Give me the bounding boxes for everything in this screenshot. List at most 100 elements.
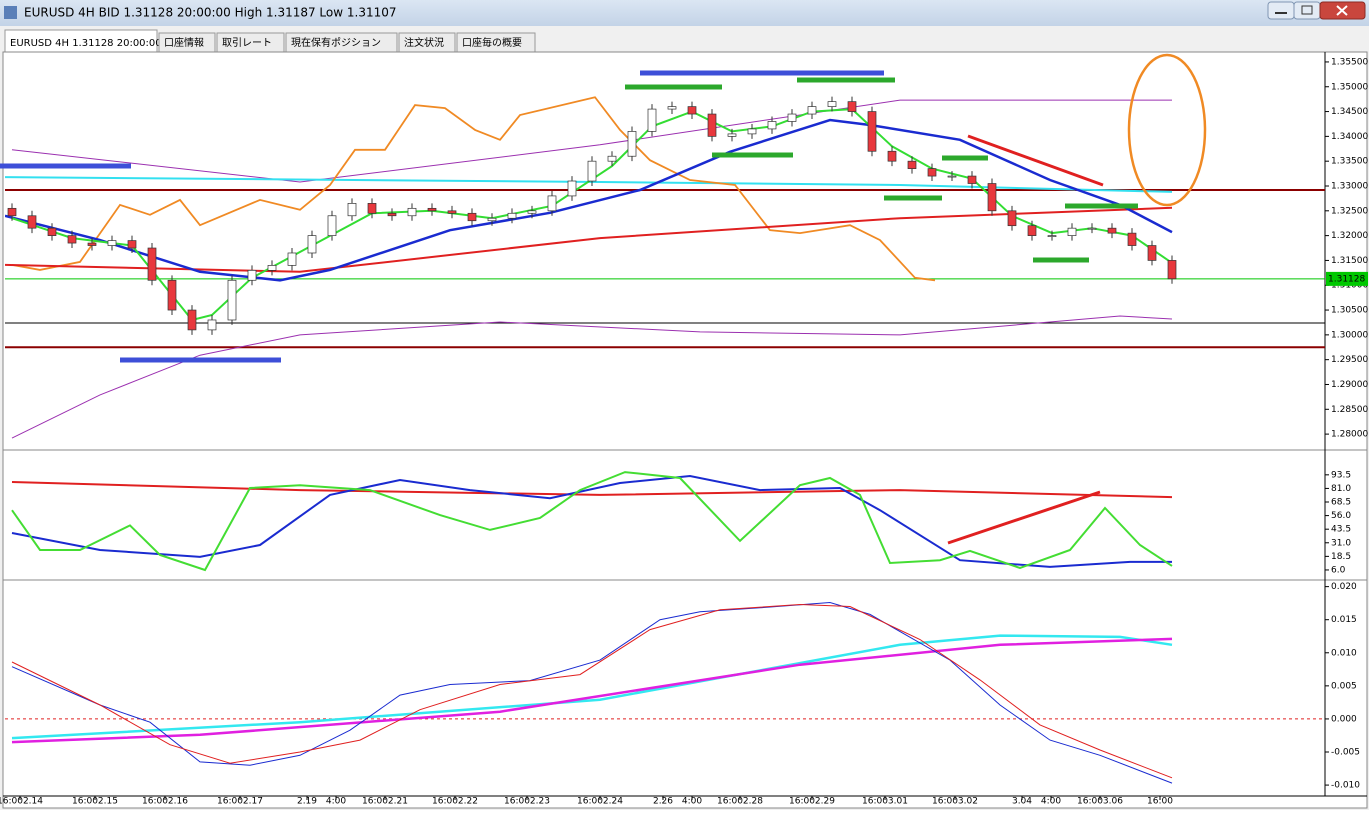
x-tick-label: 16:002.21 [362, 797, 408, 807]
x-tick-label: 4:00 [1041, 797, 1061, 807]
drawn-trendline [967, 134, 1104, 187]
y-tick-label: 93.5 [1331, 470, 1351, 480]
restore-button[interactable] [1293, 1, 1321, 20]
price-tag-label: 1.31128 [1328, 274, 1365, 284]
tab-label: 取引レート [222, 37, 272, 49]
candle-body [987, 183, 997, 212]
x-tick-label: 16:002.28 [717, 797, 763, 807]
candle-body [67, 235, 77, 244]
axes: 1.35500 1.35000 1.34500 1.34000 1.33500 1.330… [0, 57, 1368, 806]
candle-body [847, 101, 857, 112]
y-tick-label: 1.35000 [1331, 82, 1368, 92]
y-tick-label: 1.30500 [1331, 306, 1368, 316]
x-tick-label: 16:002.23 [504, 797, 550, 807]
candle-body [807, 106, 817, 115]
title-bar [0, 0, 1369, 26]
close-icon [1336, 5, 1348, 16]
candle-body [907, 160, 917, 169]
candle-body [147, 247, 157, 281]
y-tick-label: 0.015 [1331, 615, 1357, 625]
candle-body [1027, 225, 1037, 236]
x-tick-label: 2.26 [653, 797, 673, 807]
indicator-line [5, 206, 1173, 273]
candle-body [187, 309, 197, 331]
candle-body [827, 101, 837, 107]
candle-body [47, 227, 57, 236]
y-tick-label: 18.5 [1331, 552, 1351, 562]
y-tick-label: 1.28000 [1331, 430, 1368, 440]
indicator-line [11, 637, 1173, 744]
macd-pane [5, 601, 1325, 784]
candle-body [867, 111, 877, 152]
y-tick-label: 1.28500 [1331, 405, 1368, 415]
y-tick-label: 6.0 [1331, 565, 1346, 575]
candle-body [707, 113, 717, 137]
tab-label: 口座毎の概要 [462, 36, 522, 49]
candle-body [7, 207, 17, 217]
candle-body [267, 265, 277, 271]
candle-body [487, 217, 497, 222]
candle-body [227, 279, 237, 321]
candle-body [407, 207, 417, 217]
candle-body [327, 215, 337, 236]
y-tick-label: -0.010 [1331, 781, 1360, 791]
candle-body [207, 319, 217, 331]
candle-body [167, 279, 177, 311]
indicator-line [11, 315, 1173, 439]
y-tick-label: 1.32500 [1331, 206, 1368, 216]
candle-body [1147, 245, 1157, 261]
candle-body [767, 121, 777, 130]
x-tick-label: 16:002.16 [142, 797, 188, 807]
minimize-button[interactable] [1267, 1, 1295, 20]
drawn-trendline [947, 490, 1101, 545]
candle-body [467, 212, 477, 222]
y-tick-label: 43.5 [1331, 525, 1351, 535]
candle-body [1007, 210, 1017, 227]
indicator-line [11, 471, 1173, 572]
x-tick-label: 16:002.22 [432, 797, 478, 807]
indicator-line [11, 96, 936, 282]
x-tick-label: 16:002.17 [217, 797, 263, 807]
candle-body [947, 175, 957, 178]
x-tick-label: 16:003.06 [1077, 797, 1123, 807]
y-tick-label: 1.35500 [1331, 57, 1368, 67]
candle-body [927, 168, 937, 177]
restore-icon [1301, 5, 1313, 15]
window-controls [1267, 1, 1366, 20]
candle-body [507, 212, 517, 219]
y-tick-label: 56.0 [1331, 511, 1351, 521]
stochastic-pane [11, 471, 1173, 572]
main-pane [5, 96, 1325, 439]
price-tag [1326, 271, 1368, 286]
x-tick-label: 16:002.15 [72, 797, 118, 807]
indicator-line [11, 99, 1172, 183]
indicator-line [11, 481, 1173, 499]
indicator-line [11, 634, 1173, 740]
x-tick-label: 3.04 [1012, 797, 1032, 807]
candle-body [687, 106, 697, 115]
candle-body [587, 160, 597, 182]
drawn-ellipse [1127, 53, 1207, 207]
candle-body [427, 207, 437, 212]
x-tick-label: 16:00 [1147, 797, 1173, 807]
indicator-line [11, 601, 1173, 784]
y-tick-label: 1.29500 [1331, 355, 1368, 365]
candle-body [127, 240, 137, 249]
candle-body [667, 106, 677, 110]
tab-bar: EURUSD 4H 1.31128 20:00:00 口座情報 取引レート 現在保有ポ… [4, 29, 536, 53]
indicator-line [5, 176, 1173, 193]
candle-body [647, 108, 657, 132]
chart-area [2, 51, 1368, 809]
y-tick-label: 0.005 [1331, 681, 1357, 691]
y-tick-label: -0.005 [1331, 748, 1360, 758]
x-tick-label: 2.19 [297, 797, 317, 807]
candle-body [1067, 227, 1077, 236]
y-tick-label: 0.020 [1331, 582, 1357, 592]
candle-body [107, 240, 117, 246]
y-tick-label: 31.0 [1331, 538, 1351, 548]
candle-body [547, 195, 557, 212]
x-tick-label: 16:003.02 [932, 797, 978, 807]
y-tick-label: 1.33500 [1331, 157, 1368, 167]
candle-body [1107, 227, 1117, 234]
